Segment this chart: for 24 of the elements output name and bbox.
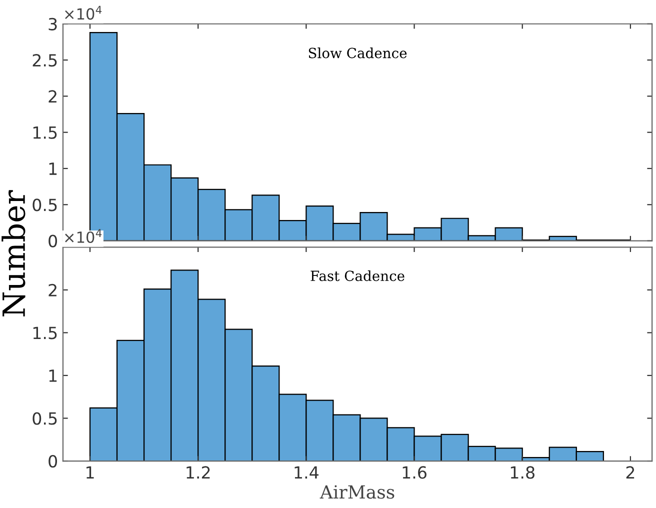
text: ×10$^{4}$	[65, 6, 102, 20]
x-tick-label: 1.4	[294, 466, 318, 479]
y-tick-label: 0.5	[32, 198, 57, 212]
y-tick-label: 2.5	[32, 54, 57, 67]
y-tick-label: 0.5	[32, 412, 57, 425]
x-tick-label: 2	[626, 466, 634, 479]
y-tick-label: 1.5	[33, 326, 57, 340]
y-tick-label: 1	[49, 370, 57, 382]
annotation: Fast Cadence	[310, 270, 404, 282]
y-tick-label: 1.5	[33, 126, 57, 139]
y-tick-label: 2	[48, 90, 56, 103]
y-axis-title: Number	[2, 190, 26, 316]
y-tick-label: 2	[48, 284, 56, 296]
x-axis-title: AirMass	[320, 485, 394, 499]
annotation: ×10$^{4}$	[65, 229, 102, 244]
x-tick-label: 1.6	[402, 466, 426, 479]
x-tick-label: 1.8	[510, 466, 534, 479]
y-tick-label: 0	[48, 234, 58, 248]
y-tick-label: 3	[48, 18, 57, 30]
x-tick-label: 1.2	[186, 466, 210, 479]
x-tick-label: 1	[86, 466, 94, 479]
annotation: Slow Cadence	[308, 48, 407, 58]
y-tick-label: 0	[48, 454, 58, 468]
y-tick-label: 1	[49, 162, 57, 175]
